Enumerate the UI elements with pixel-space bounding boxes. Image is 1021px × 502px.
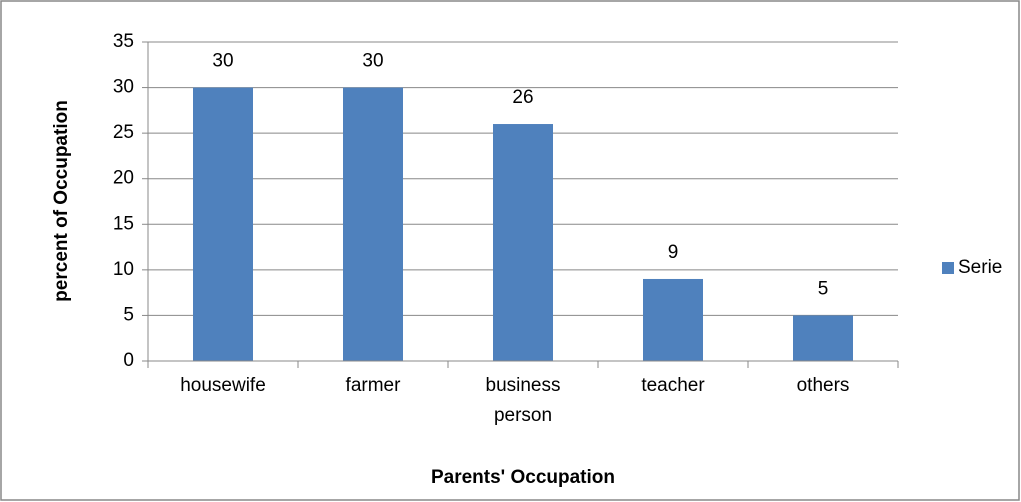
bar [493, 124, 553, 362]
legend-label: Serie [958, 257, 1002, 278]
y-tick-label: 10 [113, 259, 134, 280]
y-tick-label: 15 [113, 213, 134, 234]
y-tick-label: 20 [113, 168, 134, 189]
data-label: 9 [668, 242, 679, 263]
x-tick-label: housewife [180, 375, 266, 396]
x-tick-label: others [796, 375, 850, 396]
x-tick-label: farmer [345, 375, 401, 396]
y-tick-label: 0 [123, 350, 134, 371]
bar [343, 87, 403, 362]
data-label: 30 [362, 51, 383, 72]
y-tick-label: 30 [113, 77, 134, 98]
x-tick-label: business person [485, 375, 561, 426]
data-label: 30 [212, 51, 233, 72]
y-tick-label: 35 [113, 31, 134, 52]
y-axis-label: percent of Occupation [51, 100, 72, 302]
bar [643, 278, 703, 361]
data-label: 5 [818, 278, 829, 299]
x-tick-label: teacher [641, 375, 705, 396]
data-label: 26 [512, 87, 533, 108]
bar [193, 87, 253, 362]
y-tick-label: 5 [123, 304, 134, 325]
legend-swatch [942, 262, 954, 274]
x-axis-label: Parents' Occupation [431, 467, 615, 488]
bar [793, 315, 853, 361]
y-tick-label: 25 [113, 122, 134, 143]
